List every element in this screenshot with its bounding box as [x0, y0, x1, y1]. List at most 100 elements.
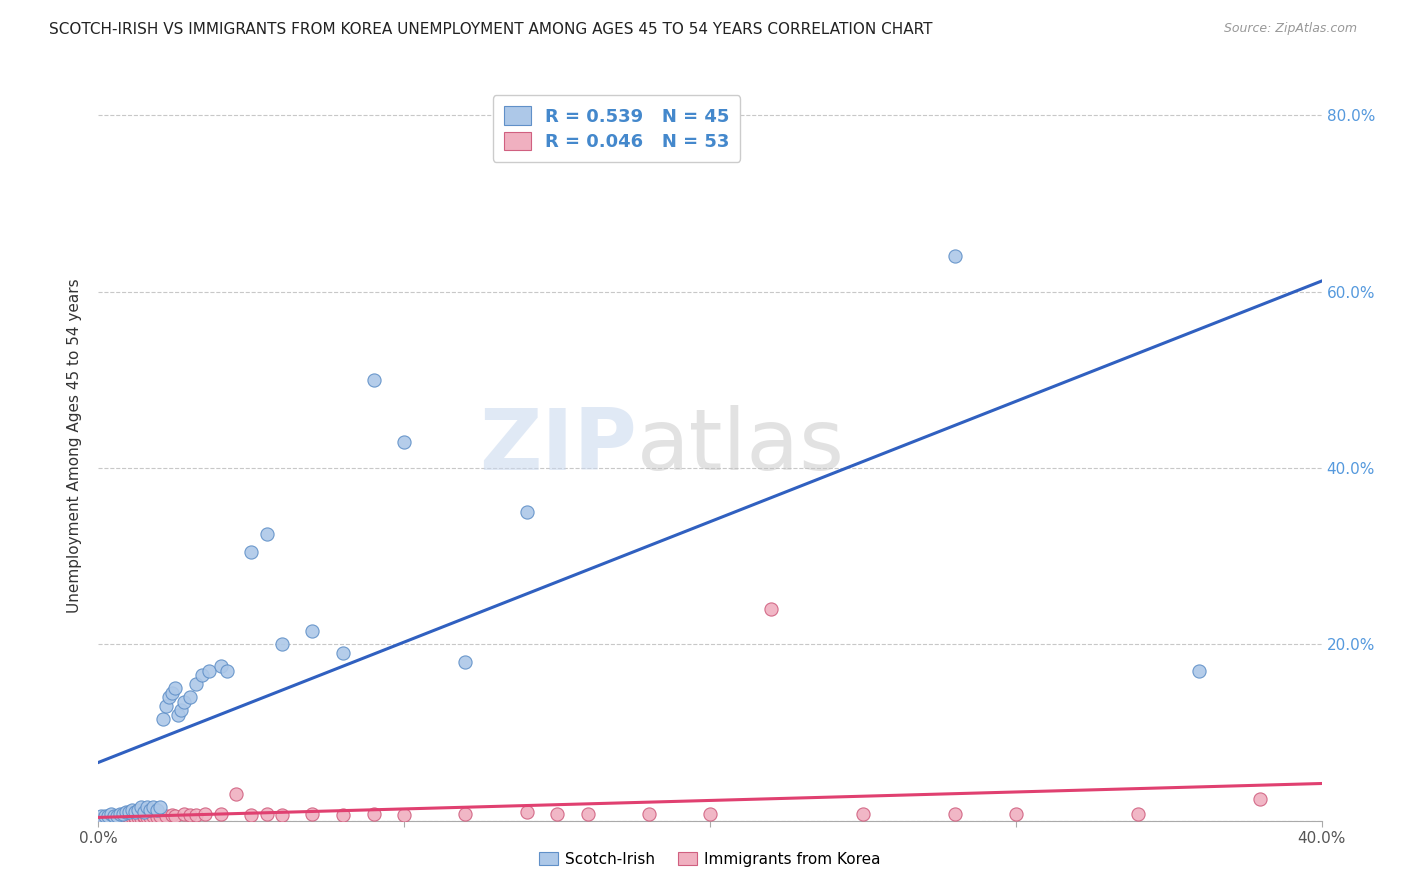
- Point: [1249, 791, 1271, 805]
- Point: [332, 808, 354, 822]
- Text: ZIP: ZIP: [479, 404, 637, 488]
- Point: [301, 624, 323, 639]
- Point: [155, 699, 177, 714]
- Point: [173, 807, 195, 822]
- Point: [118, 805, 141, 819]
- Point: [363, 373, 385, 387]
- Point: [124, 805, 146, 819]
- Point: [516, 805, 538, 819]
- Point: [100, 811, 122, 825]
- Text: atlas: atlas: [637, 404, 845, 488]
- Point: [105, 811, 128, 825]
- Point: [363, 807, 385, 822]
- Point: [139, 803, 162, 817]
- Point: [191, 668, 214, 682]
- Point: [943, 250, 966, 264]
- Point: [163, 809, 186, 823]
- Point: [134, 809, 156, 823]
- Point: [155, 809, 177, 823]
- Point: [240, 545, 263, 559]
- Point: [157, 690, 180, 705]
- Point: [194, 807, 217, 822]
- Point: [100, 806, 122, 821]
- Point: [103, 810, 125, 824]
- Point: [215, 664, 238, 678]
- Point: [142, 800, 165, 814]
- Point: [118, 811, 141, 825]
- Point: [454, 655, 477, 669]
- Point: [699, 806, 721, 821]
- Point: [142, 809, 165, 823]
- Point: [152, 712, 174, 726]
- Point: [167, 707, 190, 722]
- Point: [134, 810, 156, 824]
- Point: [160, 686, 183, 700]
- Text: Source: ZipAtlas.com: Source: ZipAtlas.com: [1223, 22, 1357, 36]
- Point: [163, 681, 186, 696]
- Point: [270, 637, 292, 651]
- Point: [1128, 807, 1150, 822]
- Point: [121, 810, 143, 824]
- Point: [240, 808, 263, 822]
- Point: [97, 811, 120, 825]
- Point: [301, 807, 323, 822]
- Point: [759, 602, 782, 616]
- Y-axis label: Unemployment Among Ages 45 to 54 years: Unemployment Among Ages 45 to 54 years: [67, 278, 83, 614]
- Point: [179, 808, 201, 822]
- Point: [115, 811, 138, 825]
- Point: [225, 787, 247, 801]
- Point: [145, 810, 167, 824]
- Point: [173, 695, 195, 709]
- Point: [121, 803, 143, 817]
- Point: [136, 810, 159, 824]
- Point: [186, 677, 208, 691]
- Point: [546, 807, 568, 822]
- Point: [186, 808, 208, 822]
- Point: [256, 807, 278, 822]
- Point: [637, 806, 661, 821]
- Point: [115, 805, 138, 819]
- Point: [454, 807, 477, 822]
- Point: [97, 809, 120, 823]
- Text: SCOTCH-IRISH VS IMMIGRANTS FROM KOREA UNEMPLOYMENT AMONG AGES 45 TO 54 YEARS COR: SCOTCH-IRISH VS IMMIGRANTS FROM KOREA UN…: [49, 22, 932, 37]
- Point: [127, 810, 149, 824]
- Point: [139, 810, 162, 824]
- Point: [118, 810, 141, 824]
- Point: [93, 812, 115, 826]
- Point: [134, 805, 156, 819]
- Point: [149, 809, 172, 823]
- Point: [149, 800, 172, 814]
- Point: [127, 803, 149, 817]
- Point: [170, 703, 193, 717]
- Point: [943, 807, 966, 822]
- Point: [111, 806, 134, 821]
- Point: [332, 646, 354, 660]
- Point: [108, 810, 131, 824]
- Point: [160, 808, 183, 822]
- Point: [136, 800, 159, 814]
- Point: [90, 809, 112, 823]
- Point: [392, 434, 416, 449]
- Legend: Scotch-Irish, Immigrants from Korea: Scotch-Irish, Immigrants from Korea: [533, 846, 887, 873]
- Point: [111, 811, 134, 825]
- Point: [197, 664, 219, 678]
- Point: [90, 812, 112, 826]
- Point: [124, 810, 146, 824]
- Point: [270, 808, 292, 822]
- Point: [103, 811, 125, 825]
- Point: [124, 811, 146, 825]
- Point: [516, 505, 538, 519]
- Point: [179, 690, 201, 705]
- Point: [256, 527, 278, 541]
- Point: [1188, 664, 1211, 678]
- Point: [103, 809, 125, 823]
- Point: [145, 803, 167, 817]
- Point: [852, 806, 875, 821]
- Point: [108, 806, 131, 821]
- Point: [105, 809, 128, 823]
- Point: [209, 806, 232, 821]
- Point: [129, 800, 152, 814]
- Point: [1004, 807, 1026, 822]
- Point: [209, 659, 232, 673]
- Point: [93, 809, 115, 823]
